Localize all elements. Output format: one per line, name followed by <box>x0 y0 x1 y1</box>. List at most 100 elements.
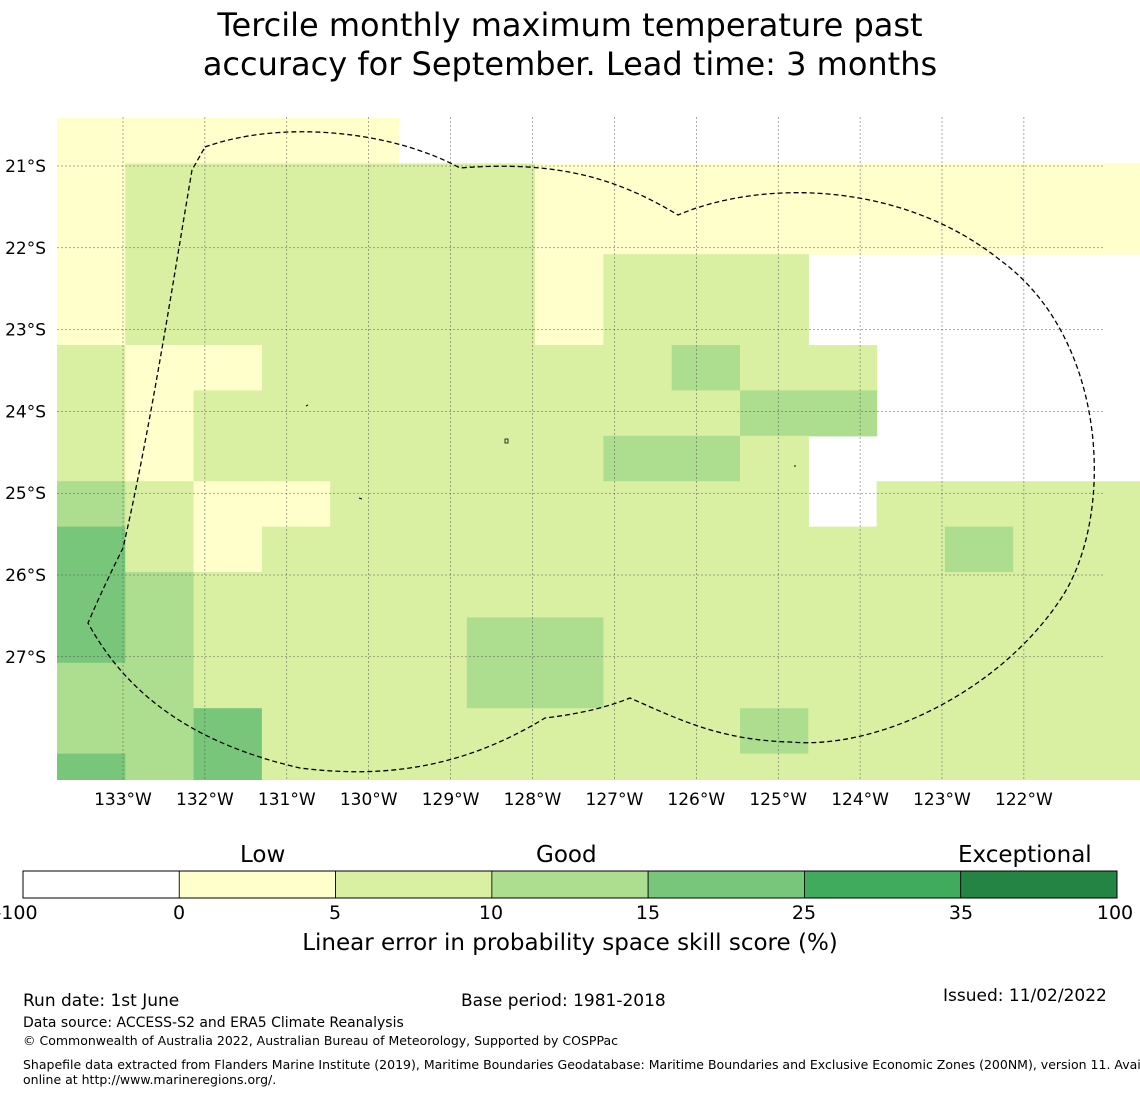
skill-cell <box>671 708 741 755</box>
skill-cell <box>57 662 126 709</box>
skill-cell <box>261 345 331 391</box>
skill-cell <box>671 163 741 210</box>
skill-cell <box>125 208 195 255</box>
skill-cell <box>125 708 195 755</box>
skill-cell <box>193 208 263 255</box>
skill-cell <box>261 299 331 346</box>
skill-cell <box>193 299 263 346</box>
skill-cell <box>125 617 195 664</box>
skill-cell <box>57 708 126 755</box>
skill-cell <box>466 572 536 618</box>
skill-cell <box>740 163 809 210</box>
colorbar-tick: 10 <box>478 902 504 924</box>
skill-cell <box>740 708 809 755</box>
colorbar-segment <box>178 870 336 899</box>
skill-cell <box>57 617 126 664</box>
skill-cell <box>876 572 946 618</box>
skill-cell <box>671 435 741 482</box>
title-line-1: Tercile monthly maximum temperature past <box>217 6 923 44</box>
skill-cells <box>57 118 1140 780</box>
skill-cell <box>466 526 536 573</box>
skill-cell <box>876 526 946 573</box>
skill-cell <box>398 662 468 709</box>
skill-cell <box>466 662 536 709</box>
skill-cell <box>57 208 126 255</box>
longitude-labels: 133°W 132°W 131°W 130°W 129°W 128°W 127°W 126°W… <box>94 790 1053 810</box>
skill-cell <box>808 390 878 437</box>
skill-cell <box>535 708 604 755</box>
skill-cell <box>57 572 126 618</box>
skill-cell <box>671 662 741 709</box>
skill-cell <box>57 481 126 528</box>
run-date: Run date: 1st June <box>23 991 180 1011</box>
skill-cell <box>125 526 195 573</box>
skill-cell <box>535 390 604 437</box>
skill-cell <box>125 753 195 780</box>
skill-cell <box>740 208 809 255</box>
chart-title: Tercile monthly maximum temperature past… <box>0 6 1140 84</box>
skill-cell <box>125 390 195 437</box>
longitude-label: 122°W <box>995 790 1053 810</box>
skill-cell <box>57 526 126 573</box>
skill-cell <box>535 572 604 618</box>
skill-cell <box>535 163 604 210</box>
skill-cell <box>603 254 673 301</box>
skill-cell <box>466 299 536 346</box>
skill-cell <box>808 163 878 210</box>
skill-cell <box>125 481 195 528</box>
copyright: © Commonwealth of Australia 2022, Austra… <box>23 1033 618 1048</box>
skill-cell <box>1013 526 1083 573</box>
skill-cell <box>1081 163 1140 210</box>
skill-cell <box>740 753 809 780</box>
skill-cell <box>740 572 809 618</box>
skill-cell <box>125 118 195 164</box>
skill-cell <box>671 299 741 346</box>
skill-cell <box>193 526 263 573</box>
skill-cell <box>740 662 809 709</box>
skill-cell <box>466 708 536 755</box>
latitude-label: 27°S <box>5 648 46 668</box>
skill-cell <box>57 299 126 346</box>
island-outline <box>358 497 363 500</box>
skill-cell <box>808 345 878 391</box>
eez-boundary <box>87 131 1095 773</box>
skill-cell <box>330 526 400 573</box>
skill-cell <box>876 617 946 664</box>
skill-cell <box>193 481 263 528</box>
skill-cell <box>330 254 400 301</box>
skill-cell <box>466 435 536 482</box>
latitude-label: 23°S <box>5 321 46 341</box>
skill-cell <box>398 299 468 346</box>
skill-cell <box>261 208 331 255</box>
issued-date: Issued: 11/02/2022 <box>943 986 1107 1006</box>
skill-cell <box>261 163 331 210</box>
skill-cell <box>125 435 195 482</box>
longitude-label: 124°W <box>831 790 889 810</box>
skill-cell <box>330 662 400 709</box>
skill-cell <box>57 118 126 164</box>
skill-cell <box>330 708 400 755</box>
skill-cell <box>671 345 741 391</box>
skill-cell <box>944 526 1014 573</box>
skill-cell <box>1081 753 1140 780</box>
skill-cell <box>944 481 1014 528</box>
colorbar-tick: 25 <box>791 902 817 924</box>
skill-cell <box>603 163 673 210</box>
skill-cell <box>261 254 331 301</box>
latitude-label: 26°S <box>5 566 46 586</box>
skill-cell <box>193 708 263 755</box>
skill-cell <box>193 390 263 437</box>
skill-cell <box>535 481 604 528</box>
skill-cell <box>398 163 468 210</box>
skill-cell <box>876 163 946 210</box>
data-source: Data source: ACCESS-S2 and ERA5 Climate … <box>23 1015 404 1031</box>
colorbar <box>22 870 1118 899</box>
skill-cell <box>330 208 400 255</box>
skill-cell <box>603 299 673 346</box>
skill-cell <box>466 753 536 780</box>
shapefile-credit-line-1: Shapefile data extracted from Flanders M… <box>23 1057 1140 1072</box>
skill-cell <box>193 163 263 210</box>
skill-cell <box>1013 572 1083 618</box>
skill-cell <box>398 481 468 528</box>
skill-cell <box>57 435 126 482</box>
